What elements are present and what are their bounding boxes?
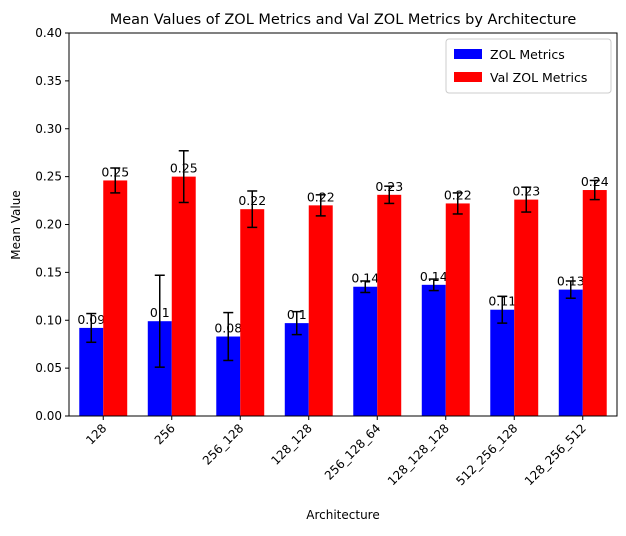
bar-zol	[79, 327, 104, 416]
bar-val-zol	[171, 176, 196, 416]
data-label: 0.25	[101, 164, 129, 179]
y-tick-label: 0.35	[35, 74, 62, 88]
y-tick-label: 0.20	[35, 218, 62, 232]
y-tick-label: 0.05	[35, 361, 62, 375]
data-label: 0.1	[150, 305, 170, 320]
data-label: 0.13	[557, 274, 585, 289]
plot-area: 0.00 0.05 0.10 0.15 0.20 0.25 0.30 0.35 0.40 0.09…	[35, 26, 618, 488]
data-label: 0.25	[170, 161, 198, 176]
y-tick-label: 0.10	[35, 313, 62, 327]
x-axis-label: Architecture	[306, 508, 379, 522]
bar-zol	[147, 321, 172, 416]
bar-zol	[284, 323, 309, 416]
x-tick-label: 128_128_128	[385, 421, 452, 488]
legend-label: ZOL Metrics	[490, 47, 565, 62]
data-label: 0.22	[238, 193, 266, 208]
bar-val-zol	[377, 194, 402, 416]
bar-zol	[421, 284, 446, 416]
data-label: 0.24	[581, 174, 609, 189]
x-tick-label: 128	[83, 421, 109, 447]
y-tick-label: 0.00	[35, 409, 62, 423]
bar-val-zol	[582, 190, 607, 416]
data-label: 0.22	[307, 189, 335, 204]
legend-swatch	[454, 72, 482, 82]
x-tick-label: 128_128	[268, 421, 315, 468]
data-label: 0.14	[351, 271, 379, 286]
legend-swatch	[454, 49, 482, 59]
bar-zol	[490, 309, 515, 416]
bar-val-zol	[103, 180, 128, 416]
data-label: 0.11	[488, 294, 516, 309]
y-tick-label: 0.25	[35, 170, 62, 184]
bar-zol	[216, 336, 241, 416]
x-tick-label: 256_128_64	[322, 421, 384, 483]
data-label: 0.23	[375, 179, 403, 194]
data-label: 0.09	[77, 312, 105, 327]
x-tick-label: 256_128	[200, 421, 247, 468]
data-label: 0.08	[214, 321, 242, 336]
data-label: 0.23	[512, 184, 540, 199]
plot-frame	[68, 32, 618, 417]
y-axis-label: Mean Value	[9, 190, 23, 259]
data-label: 0.22	[444, 187, 472, 202]
bar-val-zol	[308, 205, 333, 416]
y-tick-label: 0.15	[35, 265, 62, 279]
bar-zol	[353, 286, 378, 416]
chart-title: Mean Values of ZOL Metrics and Val ZOL M…	[110, 12, 577, 28]
bar-zol	[558, 289, 583, 416]
data-label: 0.14	[420, 269, 448, 284]
bar-val-zol	[514, 199, 539, 416]
y-tick-label: 0.30	[35, 122, 62, 136]
y-tick-label: 0.40	[35, 26, 62, 40]
legend: ZOL Metrics Val ZOL Metrics	[445, 38, 612, 94]
legend-label: Val ZOL Metrics	[490, 70, 587, 85]
x-tick-label: 512_256_128	[453, 421, 520, 488]
x-tick-label: 256	[152, 421, 178, 447]
bar-val-zol	[240, 209, 265, 416]
data-label: 0.1	[287, 307, 307, 322]
legend-box	[445, 38, 612, 94]
x-tick-label: 128_256_512	[522, 421, 589, 488]
bar-val-zol	[445, 203, 470, 416]
